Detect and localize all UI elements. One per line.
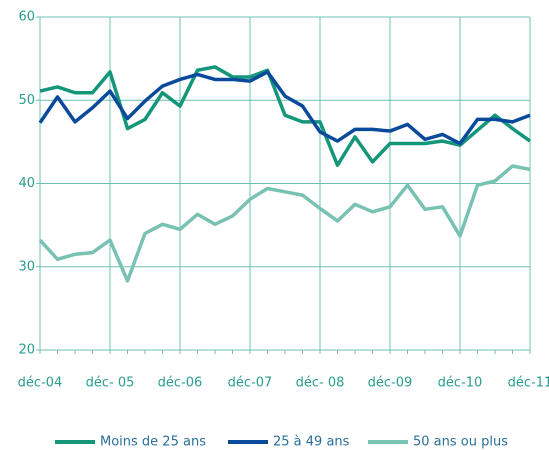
x-tick-label: déc- 05 — [86, 376, 135, 391]
legend-label: 50 ans ou plus — [413, 435, 508, 450]
y-tick-label: 30 — [18, 259, 35, 274]
series-line — [39, 65, 532, 167]
x-tick-label: déc-06 — [158, 376, 203, 391]
x-tick-label: déc-07 — [228, 376, 273, 391]
y-tick-label: 20 — [18, 343, 35, 358]
x-tick-label: déc-04 — [18, 376, 63, 391]
x-tick-label: déc-09 — [368, 376, 413, 391]
x-tick-label: déc-11 — [508, 376, 549, 391]
legend-label: 25 à 49 ans — [273, 435, 350, 450]
x-tick-label: déc- 08 — [296, 376, 345, 391]
y-tick-label: 50 — [18, 93, 35, 108]
y-tick-label: 60 — [18, 10, 35, 25]
y-tick-label: 40 — [18, 176, 35, 191]
series-line — [38, 70, 531, 146]
x-tick-label: déc-10 — [438, 376, 483, 391]
legend-label: Moins de 25 ans — [100, 435, 206, 450]
series-line — [38, 164, 531, 283]
